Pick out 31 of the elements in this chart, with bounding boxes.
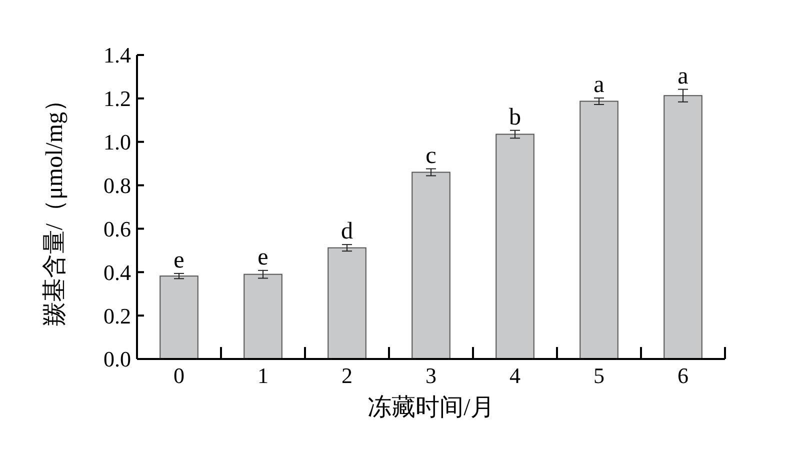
bar xyxy=(412,172,450,360)
x-tick-label: 0 xyxy=(174,363,184,388)
annotation: a xyxy=(678,63,689,90)
y-tick-label: 1.2 xyxy=(104,86,131,112)
x-tick-label: 3 xyxy=(426,363,436,388)
y-tick-label: 0.0 xyxy=(104,346,131,372)
annotation: e xyxy=(258,244,268,270)
x-tick-label: 6 xyxy=(678,363,688,388)
bar xyxy=(244,274,282,360)
y-tick-label: 0.6 xyxy=(104,216,131,242)
x-tick-label: 1 xyxy=(258,363,268,388)
x-tick-label: 4 xyxy=(510,363,520,388)
y-tick-label: 1.0 xyxy=(104,130,131,155)
annotation: b xyxy=(509,104,521,130)
x-axis-title: 冻藏时间/月 xyxy=(368,394,494,421)
annotation: d xyxy=(341,218,353,245)
bar xyxy=(580,100,618,360)
bar xyxy=(664,95,702,360)
y-tick-label: 0.4 xyxy=(104,260,131,285)
y-tick-label: 0.8 xyxy=(104,172,131,198)
y-tick-label: 1.4 xyxy=(104,42,131,68)
bar xyxy=(496,134,534,360)
annotation: e xyxy=(174,247,184,274)
bar xyxy=(160,276,198,360)
x-tick-label: 2 xyxy=(342,363,352,388)
x-tick-label: 5 xyxy=(594,363,604,388)
annotation: c xyxy=(426,142,436,169)
bar xyxy=(328,247,366,360)
y-tick-label: 0.2 xyxy=(104,303,131,328)
annotation: a xyxy=(594,72,605,98)
y-axis-title: 羰基含量/（μmol/mg） xyxy=(42,88,68,326)
